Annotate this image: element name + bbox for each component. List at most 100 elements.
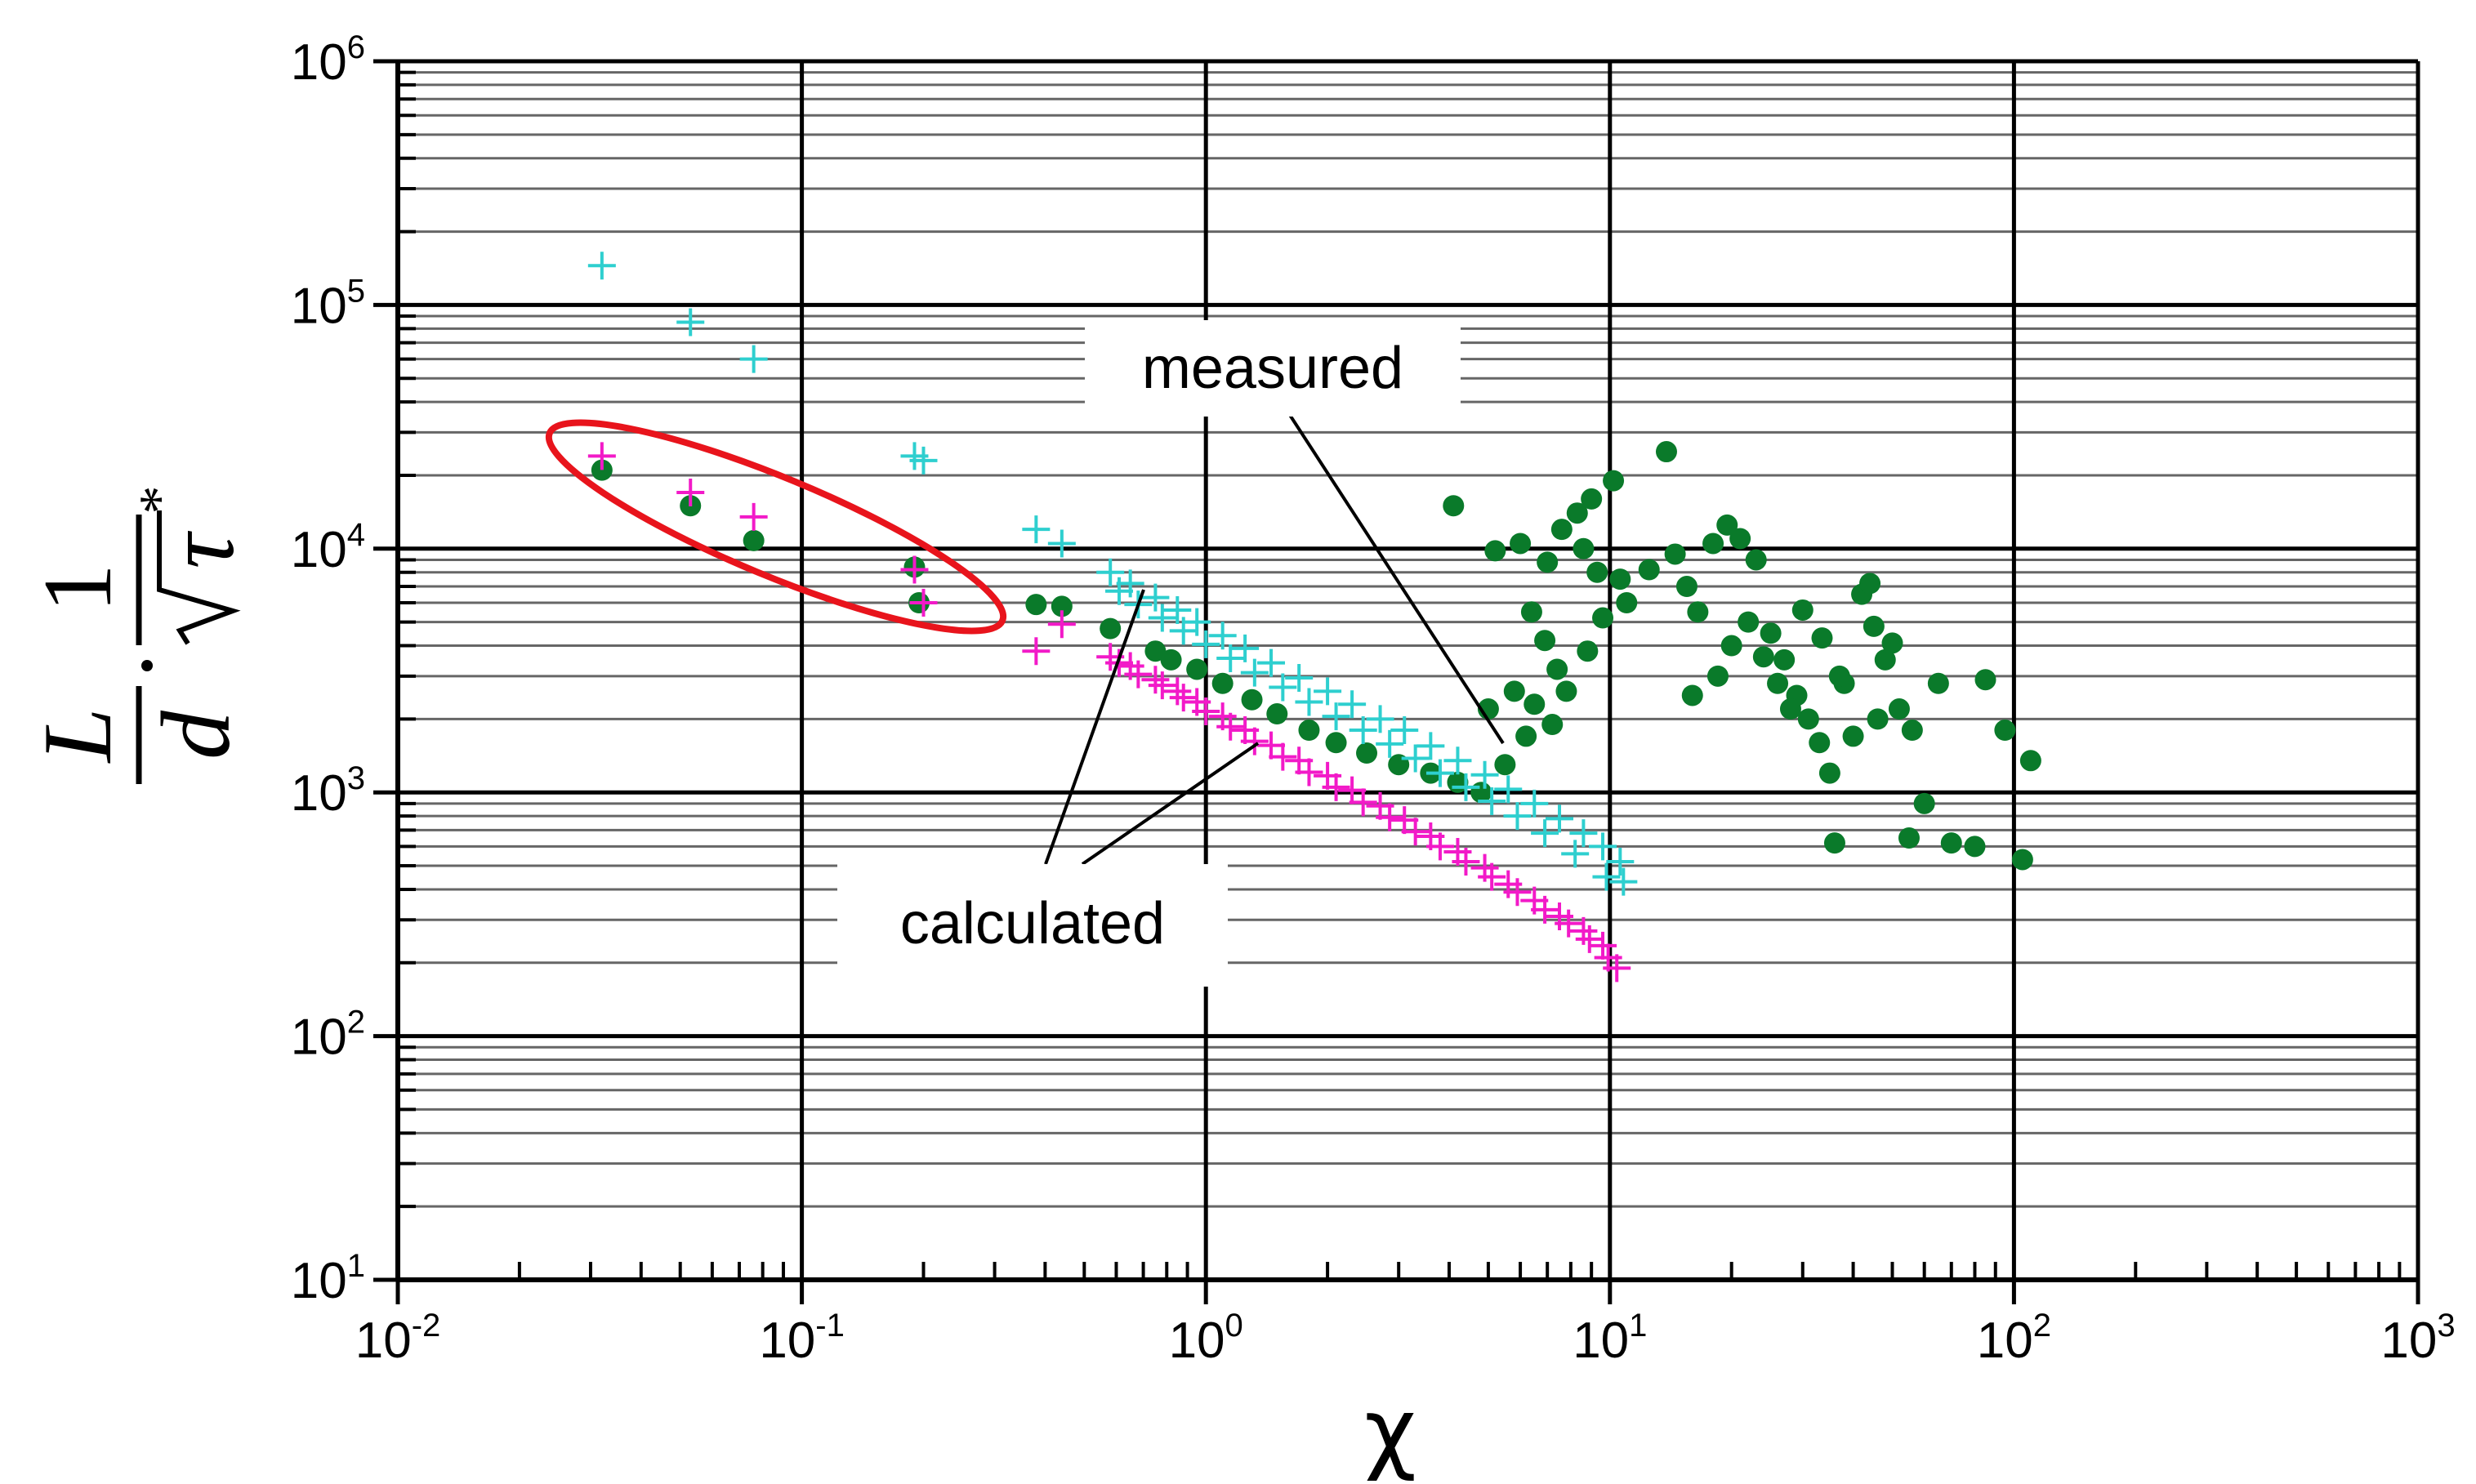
data-point (1940, 832, 1962, 854)
data-point (1478, 787, 1506, 816)
data-point (900, 555, 929, 584)
data-point (1285, 664, 1314, 693)
data-point (1510, 533, 1532, 555)
data-point (1524, 693, 1546, 715)
data-point (1555, 680, 1577, 702)
y-axis-label: L d 1 τ * (23, 486, 254, 784)
x-tick-label: 10-2 (355, 1308, 441, 1369)
data-point (1927, 672, 1949, 694)
data-point (1823, 832, 1845, 854)
data-point (1550, 519, 1573, 541)
data-point (1298, 720, 1320, 742)
data-point (1729, 528, 1751, 550)
data-point (1687, 601, 1709, 623)
data-point (1779, 698, 1801, 720)
data-point (1141, 666, 1170, 694)
data-point (1569, 819, 1598, 848)
y-label-L: L (23, 708, 132, 764)
data-point (1192, 630, 1220, 658)
data-point (1603, 470, 1625, 492)
data-point (1105, 577, 1134, 605)
data-point (1675, 576, 1698, 598)
data-point (1452, 773, 1480, 801)
y-tick-label: 102 (291, 1005, 365, 1066)
data-point (591, 459, 613, 481)
data-point (1257, 648, 1286, 677)
data-point (1809, 732, 1831, 754)
x-tick-labels: 10-2 10-1 100 101 102 103 (355, 1308, 2456, 1369)
data-point (1211, 672, 1234, 694)
data-point (1859, 573, 1881, 595)
data-point (1609, 568, 1631, 590)
data-point (1390, 716, 1419, 745)
data-point (1148, 671, 1176, 700)
series-0 (591, 441, 2041, 871)
data-point (1818, 762, 1840, 784)
data-point (1401, 818, 1430, 846)
data-point (1231, 634, 1260, 662)
x-axis-label: χ (1364, 1379, 1416, 1483)
data-point (1376, 729, 1404, 758)
data-point (1577, 640, 1599, 662)
x-tick-label: 10-1 (759, 1308, 845, 1369)
data-point (1216, 712, 1245, 741)
data-point (1797, 708, 1819, 730)
annotation-calculated-text: calculated (900, 891, 1165, 956)
data-point (1974, 669, 1996, 691)
data-point (1561, 840, 1590, 868)
data-point (1295, 688, 1323, 716)
calculated-leader-line-1 (1044, 589, 1145, 865)
data-point (1842, 725, 1864, 747)
data-point (1269, 742, 1297, 771)
data-point (1401, 744, 1430, 773)
data-point (1390, 806, 1419, 835)
data-point (1609, 867, 1638, 896)
data-point (1096, 558, 1125, 586)
series-1 (587, 252, 1638, 896)
data-point (1425, 759, 1454, 787)
data-point (1025, 594, 1047, 616)
grid-major (395, 59, 2420, 1282)
y-label-star: * (128, 486, 191, 515)
data-point (739, 345, 768, 373)
data-point (1716, 514, 1738, 536)
data-point (1169, 617, 1198, 645)
data-point (1169, 684, 1198, 712)
data-point (1503, 680, 1525, 702)
x-tick-label: 102 (1977, 1308, 2051, 1369)
data-point (1376, 803, 1404, 831)
data-point (1592, 607, 1614, 629)
data-point (743, 529, 765, 551)
series-2 (587, 442, 1631, 983)
data-point (1366, 705, 1394, 733)
data-point (1745, 549, 1767, 571)
data-point (1888, 698, 1910, 720)
data-point (1295, 758, 1323, 787)
data-point (1738, 611, 1760, 633)
data-point (1163, 677, 1192, 706)
data-point (1994, 720, 2016, 742)
data-point (1503, 802, 1532, 831)
data-point (1494, 754, 1516, 776)
data-point (1546, 658, 1568, 680)
data-point (1266, 703, 1288, 725)
y-label-tau: τ (145, 530, 254, 568)
data-point (1616, 591, 1638, 613)
y-tick-labels: 101 102 103 104 105 106 (291, 29, 365, 1309)
y-label-d: d (141, 710, 250, 760)
data-point (1681, 684, 1703, 706)
data-point (1863, 615, 1885, 637)
data-point (1573, 537, 1595, 559)
data-point (1051, 595, 1073, 617)
data-point (1325, 732, 1347, 754)
data-point (1811, 627, 1833, 649)
y-tick-label: 106 (291, 29, 365, 91)
data-point (587, 442, 616, 470)
data-point (676, 479, 705, 507)
y-label-sqrt-sign (157, 510, 241, 645)
data-point (1592, 862, 1621, 891)
data-point (1148, 604, 1176, 632)
y-tick-label: 104 (291, 517, 365, 578)
data-point (1124, 660, 1153, 689)
